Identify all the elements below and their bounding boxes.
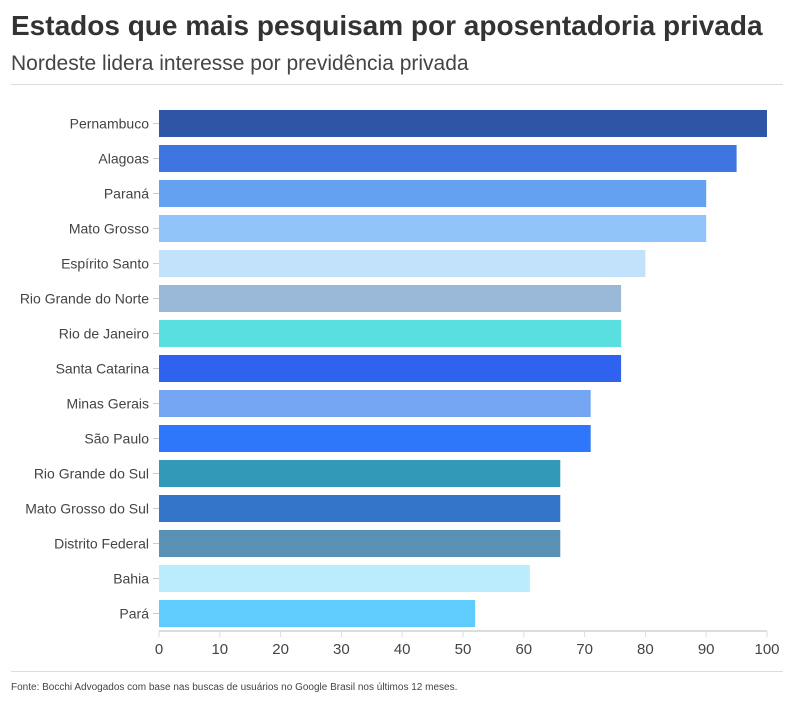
bar <box>159 355 622 382</box>
bar <box>159 215 707 242</box>
bar <box>159 460 561 487</box>
x-tick-label: 30 <box>333 641 350 658</box>
category-label: Distrito Federal <box>54 536 149 552</box>
bar <box>159 110 767 137</box>
category-label: Pernambuco <box>70 116 150 132</box>
x-tick-label: 50 <box>455 641 472 658</box>
bar <box>159 600 476 627</box>
bar <box>159 320 622 347</box>
x-tick-label: 60 <box>515 641 532 658</box>
category-label: Paraná <box>104 186 149 202</box>
category-label: Rio Grande do Norte <box>20 291 149 307</box>
bar <box>159 285 622 312</box>
category-label: Rio Grande do Sul <box>34 466 149 482</box>
x-tick-label: 10 <box>211 641 228 658</box>
x-tick-label: 70 <box>576 641 593 658</box>
category-label: Bahia <box>113 571 149 587</box>
x-tick-label: 100 <box>754 641 779 658</box>
bar <box>159 425 591 452</box>
bar <box>159 250 646 277</box>
x-tick-label: 0 <box>155 641 163 658</box>
category-label: São Paulo <box>84 431 149 447</box>
chart-subtitle: Nordeste lidera interesse por previdênci… <box>11 52 469 75</box>
x-tick-label: 90 <box>698 641 715 658</box>
footer-divider <box>11 671 783 672</box>
x-tick-label: 20 <box>272 641 289 658</box>
category-label: Rio de Janeiro <box>59 326 149 342</box>
category-label: Mato Grosso do Sul <box>25 501 149 517</box>
bar <box>159 565 530 592</box>
chart-title: Estados que mais pesquisam por aposentad… <box>11 10 763 41</box>
header-divider <box>11 84 783 85</box>
category-label: Pará <box>119 606 149 622</box>
bar <box>159 390 591 417</box>
category-label: Santa Catarina <box>56 361 150 377</box>
x-tick-label: 80 <box>637 641 654 658</box>
bar <box>159 495 561 522</box>
bar <box>159 180 707 207</box>
category-label: Mato Grosso <box>69 221 149 237</box>
bar <box>159 530 561 557</box>
category-label: Alagoas <box>98 151 149 167</box>
x-tick-label: 40 <box>394 641 411 658</box>
category-label: Espírito Santo <box>61 256 149 272</box>
source-note: Fonte: Bocchi Advogados com base nas bus… <box>11 682 458 693</box>
category-label: Minas Gerais <box>67 396 149 412</box>
bar <box>159 145 737 172</box>
